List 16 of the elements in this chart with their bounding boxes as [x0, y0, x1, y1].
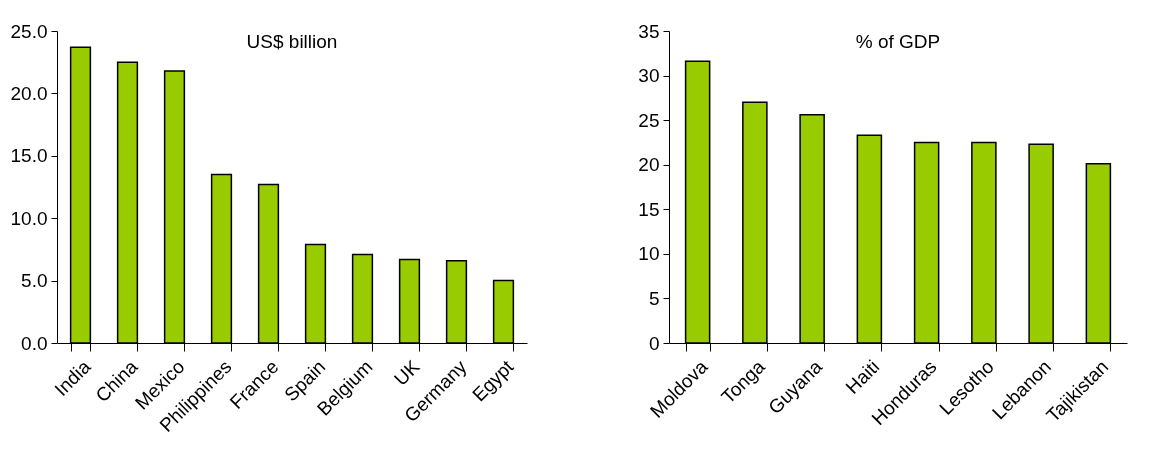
chart-title: US$ billion	[246, 31, 338, 52]
y-tick-label: 10	[638, 243, 660, 265]
y-tick-label: 30	[638, 65, 660, 87]
y-tick-label: 20.0	[10, 82, 48, 104]
y-tick-label: 10.0	[10, 207, 48, 229]
y-tick-label: 5	[648, 287, 660, 309]
y-tick-label: 25	[638, 109, 660, 131]
chart-title: % of GDP	[855, 31, 941, 52]
y-tick-label: 25.0	[10, 20, 48, 42]
y-tick-label: 35	[638, 20, 660, 42]
y-tick-label: 0	[648, 332, 660, 354]
y-tick-label: 15	[638, 198, 660, 220]
y-tick-label: 0.0	[21, 332, 48, 354]
y-tick-label: 5.0	[21, 270, 48, 292]
y-tick-label: 15.0	[10, 145, 48, 167]
y-tick-label: 20	[638, 154, 660, 176]
